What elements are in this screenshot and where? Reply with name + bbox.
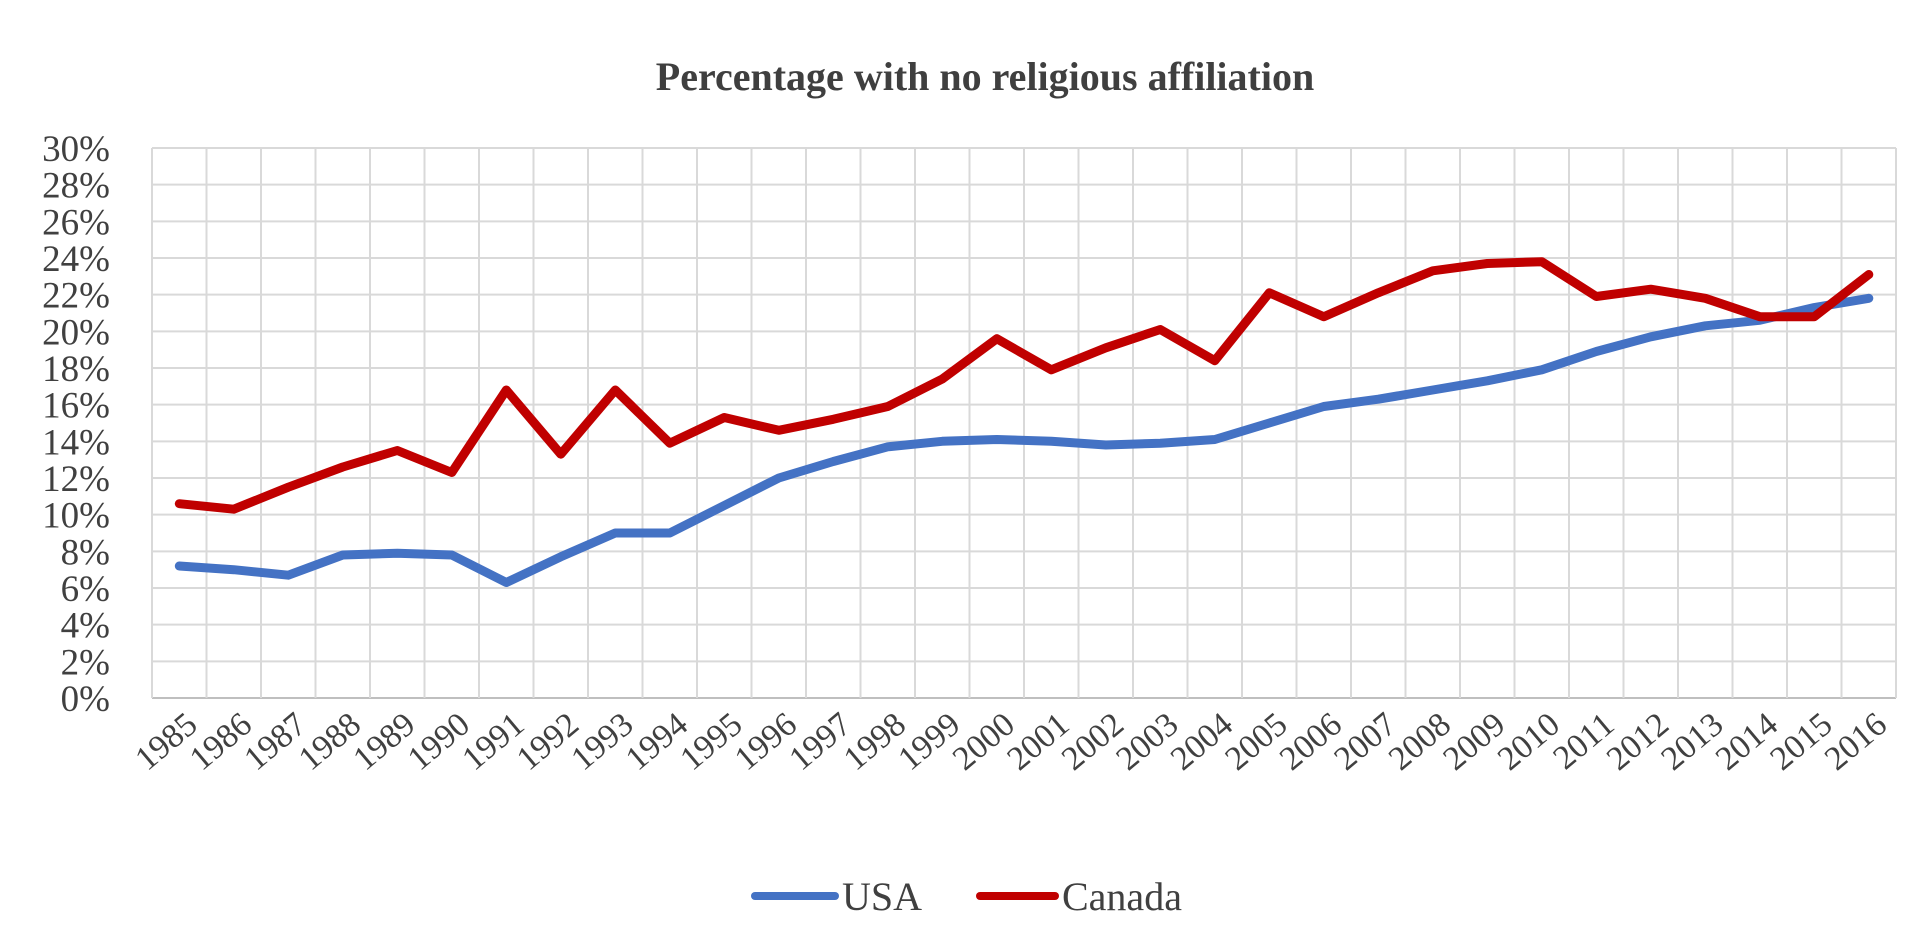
- data-point-usa-2000: [995, 438, 998, 441]
- data-point-usa-2008: [1431, 389, 1434, 391]
- y-tick-label: 4%: [61, 606, 110, 647]
- data-point-usa-2005: [1268, 422, 1271, 424]
- data-point-usa-1988: [341, 554, 344, 556]
- legend: USA Canada: [751, 874, 1182, 919]
- data-point-canada-2010: [1540, 260, 1543, 263]
- data-point-canada-1991: [505, 389, 508, 391]
- grid: [151, 147, 1897, 699]
- y-tick-label: 30%: [42, 129, 110, 170]
- series-line-usa: [174, 293, 1874, 587]
- data-point-usa-2013: [1704, 324, 1707, 327]
- data-point-usa-1989: [396, 552, 399, 555]
- y-tick-label: 8%: [61, 532, 110, 573]
- data-point-usa-2016: [1867, 297, 1870, 300]
- data-point-usa-2006: [1322, 405, 1325, 408]
- data-point-canada-2006: [1322, 315, 1325, 318]
- data-point-canada-1992: [559, 453, 562, 456]
- data-point-usa-2004: [1213, 438, 1216, 441]
- data-point-canada-2007: [1377, 291, 1380, 294]
- chart-title: Percentage with no religious affiliation: [656, 54, 1314, 99]
- data-point-canada-2008: [1431, 269, 1434, 272]
- y-tick-label: 18%: [42, 349, 110, 390]
- y-axis: 0%2%4%6%8%10%12%14%16%18%20%22%24%26%28%…: [42, 129, 110, 720]
- data-point-canada-1993: [614, 389, 617, 391]
- data-point-usa-1999: [941, 440, 944, 443]
- data-point-canada-2002: [1104, 346, 1107, 349]
- data-point-canada-2013: [1704, 297, 1707, 300]
- data-point-usa-1996: [777, 477, 780, 479]
- data-point-canada-1996: [777, 429, 780, 432]
- data-point-canada-2001: [1050, 368, 1053, 371]
- y-tick-label: 24%: [42, 239, 110, 280]
- data-point-canada-1997: [832, 418, 835, 421]
- data-point-usa-1985: [178, 565, 181, 567]
- data-point-canada-1988: [341, 466, 344, 468]
- series-layer: [174, 257, 1874, 587]
- data-point-canada-2015: [1813, 315, 1816, 318]
- data-point-usa-1990: [450, 554, 453, 556]
- data-point-usa-1998: [886, 445, 889, 448]
- data-point-canada-1998: [886, 405, 889, 408]
- data-point-canada-2004: [1213, 359, 1216, 362]
- data-point-canada-1989: [396, 449, 399, 452]
- series-points-usa: [178, 297, 1870, 584]
- data-point-canada-2000: [995, 337, 998, 340]
- data-point-usa-2001: [1050, 440, 1053, 443]
- data-point-canada-2009: [1486, 262, 1489, 265]
- y-tick-label: 20%: [42, 312, 110, 353]
- data-point-usa-1992: [559, 555, 562, 558]
- data-point-canada-2016: [1867, 273, 1870, 276]
- y-tick-label: 26%: [42, 202, 110, 243]
- y-tick-label: 6%: [61, 569, 110, 610]
- data-point-canada-1986: [232, 508, 235, 511]
- data-point-canada-1990: [450, 471, 453, 474]
- data-point-usa-2010: [1540, 368, 1543, 371]
- data-point-usa-2007: [1377, 398, 1380, 401]
- y-tick-label: 22%: [42, 276, 110, 317]
- y-tick-label: 10%: [42, 496, 110, 537]
- data-point-canada-2014: [1758, 315, 1761, 318]
- y-tick-label: 12%: [42, 459, 110, 500]
- data-point-usa-2002: [1104, 444, 1107, 446]
- data-point-usa-1991: [505, 581, 508, 584]
- data-point-usa-1987: [287, 574, 290, 577]
- y-tick-label: 16%: [42, 386, 110, 427]
- x-axis: 1985198619871988198919901991199219931994…: [129, 706, 1894, 778]
- data-point-usa-2011: [1595, 350, 1598, 353]
- data-point-usa-2012: [1649, 335, 1652, 338]
- y-tick-label: 0%: [61, 679, 110, 720]
- data-point-canada-2005: [1268, 291, 1271, 294]
- legend-label-canada: Canada: [1062, 874, 1182, 919]
- legend-label-usa: USA: [842, 874, 922, 919]
- x-tick-label: 2016: [1818, 706, 1894, 778]
- data-point-canada-1987: [287, 486, 290, 489]
- data-point-usa-1997: [832, 460, 835, 463]
- data-point-usa-2015: [1813, 306, 1816, 309]
- data-point-canada-2012: [1649, 288, 1652, 291]
- data-point-usa-1986: [232, 568, 235, 571]
- data-point-usa-1993: [614, 532, 617, 534]
- y-tick-label: 2%: [61, 642, 110, 683]
- data-point-canada-1994: [668, 442, 671, 445]
- data-point-canada-1999: [941, 378, 944, 380]
- data-point-canada-1995: [723, 416, 726, 419]
- data-point-usa-2003: [1159, 442, 1162, 445]
- data-point-canada-2003: [1159, 328, 1162, 331]
- y-tick-label: 28%: [42, 166, 110, 207]
- data-point-usa-1994: [668, 532, 671, 534]
- data-point-usa-2009: [1486, 379, 1489, 382]
- data-point-usa-1995: [723, 504, 726, 507]
- y-tick-label: 14%: [42, 422, 110, 463]
- series-line-canada: [174, 257, 1874, 514]
- data-point-canada-2011: [1595, 295, 1598, 298]
- series-points-canada: [178, 260, 1870, 511]
- data-point-canada-1985: [178, 502, 181, 505]
